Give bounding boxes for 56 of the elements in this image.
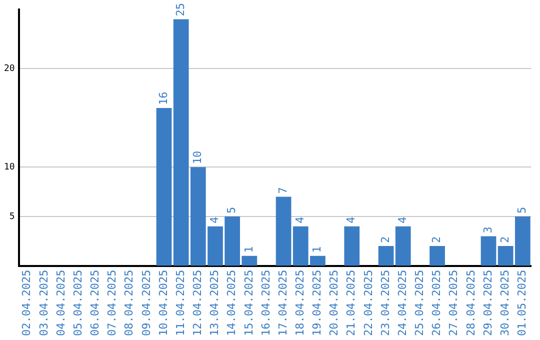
y-tick-label: 10 (4, 162, 15, 173)
x-tick-label: 26.04.2025 (430, 270, 444, 336)
x-tick-label: 01.05.2025 (516, 270, 529, 336)
data-label: 4 (396, 216, 409, 224)
x-tick-label: 05.04.2025 (71, 270, 84, 336)
bar (156, 108, 172, 266)
bar (430, 246, 445, 266)
data-label: 2 (498, 236, 512, 244)
x-tick-label: 25.04.2025 (413, 270, 426, 336)
data-label: 3 (481, 226, 494, 234)
x-tick-label: 15.04.2025 (242, 270, 256, 336)
bar (378, 246, 394, 266)
y-tick-label: 5 (9, 212, 15, 222)
x-tick-label: 20.04.2025 (328, 270, 341, 336)
bar (276, 196, 292, 266)
x-tick-label: 19.04.2025 (310, 270, 324, 336)
x-tick-label: 07.04.2025 (106, 270, 119, 336)
x-tick-label: 29.04.2025 (481, 270, 494, 336)
data-label: 5 (225, 206, 238, 214)
x-tick-label: 11.04.2025 (174, 270, 187, 336)
x-tick-label: 17.04.2025 (276, 270, 290, 336)
x-tick-label: 13.04.2025 (208, 270, 222, 336)
data-label: 2 (430, 236, 444, 244)
data-label: 16 (156, 92, 170, 106)
x-tick-label: 03.04.2025 (37, 270, 50, 336)
bar (395, 226, 411, 266)
x-tick-label: 14.04.2025 (225, 270, 238, 336)
x-tick-label: 06.04.2025 (88, 270, 102, 336)
data-label: 4 (208, 216, 222, 224)
x-tick-label: 28.04.2025 (464, 270, 478, 336)
y-tick-label: 20 (4, 64, 15, 74)
x-tick-label: 18.04.2025 (294, 270, 306, 336)
x-tick-label: 12.04.2025 (191, 270, 204, 336)
x-tick-label: 10.04.2025 (156, 270, 170, 336)
data-label: 4 (294, 216, 306, 224)
data-label: 25 (174, 3, 187, 16)
x-tick-label: 04.04.2025 (54, 270, 68, 336)
data-label: 7 (276, 187, 290, 194)
data-label: 10 (191, 150, 204, 164)
x-tick-label: 08.04.2025 (122, 270, 136, 336)
data-label: 5 (516, 206, 529, 214)
x-tick-label: 24.04.2025 (396, 270, 409, 336)
data-label: 2 (378, 236, 392, 244)
x-tick-label: 30.04.2025 (498, 270, 512, 336)
data-label: 1 (242, 246, 256, 253)
data-label: 4 (344, 216, 358, 224)
x-tick-label: 16.04.2025 (259, 270, 272, 336)
x-tick-label: 21.04.2025 (344, 270, 358, 336)
x-tick-label: 09.04.2025 (140, 270, 153, 336)
x-tick-label: 23.04.2025 (378, 270, 392, 336)
bar (344, 226, 360, 266)
bar (480, 236, 496, 266)
x-tick-label: 02.04.2025 (20, 270, 34, 336)
x-tick-label: 27.04.2025 (447, 270, 460, 336)
data-label: 1 (310, 246, 324, 253)
x-tick-label: 22.04.2025 (362, 270, 375, 336)
